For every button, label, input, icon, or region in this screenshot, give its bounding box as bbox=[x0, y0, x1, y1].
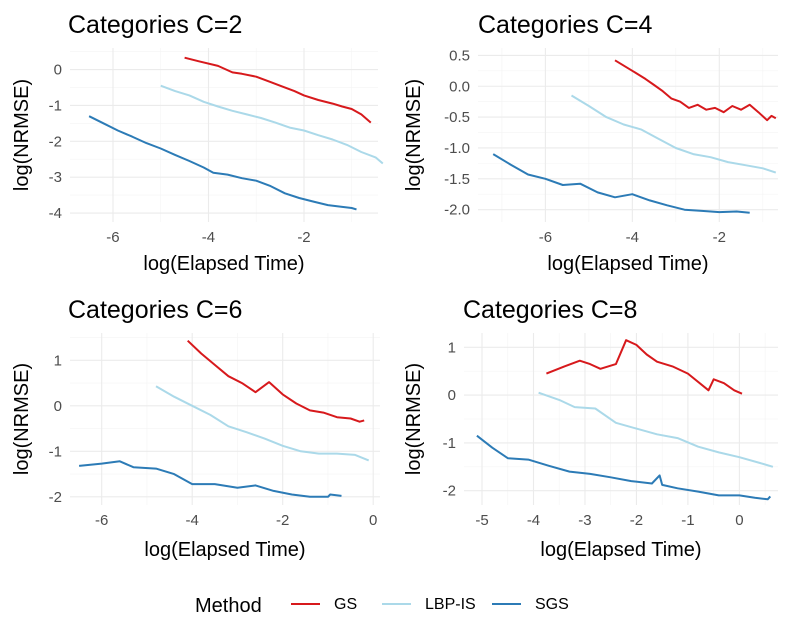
panel-3-ytick-label: 1 bbox=[54, 352, 62, 369]
panel-4-ytick-label: 1 bbox=[448, 339, 456, 356]
panel-2-ylabel: log(NRMSE) bbox=[403, 79, 425, 191]
panel-3-ytick-label: -2 bbox=[49, 489, 62, 506]
panel-4-xlabel: log(Elapsed Time) bbox=[540, 539, 701, 561]
panel-4-series-sgs bbox=[476, 434, 772, 501]
panel-3-xlabel: log(Elapsed Time) bbox=[144, 539, 305, 561]
panel-2-xtick-label: -6 bbox=[539, 229, 552, 246]
panel-2-ytick-label: -2.0 bbox=[444, 202, 470, 219]
panel-2-ytick-label: -1.0 bbox=[444, 140, 470, 157]
panel-1-xtick-label: -6 bbox=[106, 229, 119, 246]
panel-2-xlabel: log(Elapsed Time) bbox=[547, 253, 708, 275]
panel-4-ytick-label: -2 bbox=[443, 483, 456, 500]
legend-label-sgs: SGS bbox=[535, 596, 569, 613]
panel-3-xtick-label: -6 bbox=[95, 512, 108, 529]
legend-label-gs: GS bbox=[334, 596, 357, 613]
panel-1-title: Categories C=2 bbox=[68, 11, 242, 39]
panel-4-ytick-label: 0 bbox=[448, 387, 456, 404]
panel-2-ytick-label: 0.0 bbox=[449, 78, 470, 95]
panel-2-ytick-label: -1.5 bbox=[444, 171, 470, 188]
legend-label-lbp-is: LBP-IS bbox=[425, 596, 476, 613]
panel-3-xtick-label: -2 bbox=[276, 512, 289, 529]
legend-entry-sgs: SGS bbox=[492, 596, 569, 613]
panel-2-ytick-label: -0.5 bbox=[444, 109, 470, 126]
panel-4-series-gs bbox=[546, 339, 743, 395]
panel-1-series-gs bbox=[184, 56, 372, 124]
panel-2: -6 -4 -2 0.5 0.0 -0.5 -1.0 -1.5 -2.0 Categories C… bbox=[403, 11, 778, 275]
panel-1-ytick-label: -1 bbox=[49, 97, 62, 114]
panel-4-ylabel: log(NRMSE) bbox=[403, 363, 425, 475]
legend: Method GS LBP-IS SGS bbox=[195, 595, 569, 617]
panel-3-xtick-label: -4 bbox=[186, 512, 199, 529]
panel-3-series-sgs bbox=[78, 460, 342, 498]
panel-2-series-gs bbox=[614, 59, 777, 122]
panel-3-title: Categories C=6 bbox=[68, 296, 242, 324]
legend-title: Method bbox=[195, 595, 262, 617]
panel-4-xtick-label: -5 bbox=[475, 512, 488, 529]
panels: -6 -4 -2 0 -1 -2 -3 -4 Categories C=2 log(Elapsed… bbox=[11, 11, 778, 561]
panel-1-xtick-label: -4 bbox=[202, 229, 215, 246]
panel-2-title: Categories C=4 bbox=[478, 11, 652, 39]
panel-3-ylabel: log(NRMSE) bbox=[11, 363, 33, 475]
panel-2-xtick-label: -4 bbox=[626, 229, 639, 246]
panel-4-title: Categories C=8 bbox=[463, 296, 637, 324]
panel-1-series-lbp-is bbox=[160, 84, 384, 165]
panel-4-xtick-label: -3 bbox=[578, 512, 591, 529]
panel-1-series-sgs bbox=[88, 115, 357, 211]
panel-2-series-sgs bbox=[492, 153, 750, 214]
panel-2-ytick-label: 0.5 bbox=[449, 47, 470, 64]
panel-4-xtick-label: -1 bbox=[681, 512, 694, 529]
panel-3: -6 -4 -2 0 1 0 -1 -2 Categories C=6 log(Elapsed T… bbox=[11, 296, 380, 561]
panel-3-ytick-label: 0 bbox=[54, 398, 62, 415]
panel-1-xtick-label: -2 bbox=[297, 229, 310, 246]
panel-3-xtick-label: 0 bbox=[369, 512, 377, 529]
panel-1-ytick-label: -4 bbox=[49, 205, 62, 222]
legend-entry-gs: GS bbox=[291, 596, 357, 613]
panel-4-series-lbp-is bbox=[538, 391, 774, 468]
panel-1-ytick-label: 0 bbox=[54, 62, 62, 79]
legend-entry-lbp-is: LBP-IS bbox=[382, 596, 476, 613]
panel-3-series-lbp-is bbox=[155, 385, 370, 462]
panel-2-xtick-label: -2 bbox=[713, 229, 726, 246]
panel-1-xlabel: log(Elapsed Time) bbox=[143, 253, 304, 275]
panel-1: -6 -4 -2 0 -1 -2 -3 -4 Categories C=2 log(Elapsed… bbox=[11, 11, 384, 275]
panel-1-ytick-label: -3 bbox=[49, 169, 62, 186]
panel-1-ylabel: log(NRMSE) bbox=[11, 79, 33, 191]
panel-2-series-lbp-is bbox=[570, 94, 777, 174]
panel-1-ytick-label: -2 bbox=[49, 133, 62, 150]
panel-4: -5 -4 -3 -2 -1 0 1 0 -1 -2 Categories C=8 log(Elaps… bbox=[403, 296, 778, 561]
panel-3-series-gs bbox=[187, 339, 365, 423]
panel-4-xtick-label: -2 bbox=[630, 512, 643, 529]
panel-4-xtick-label: -4 bbox=[527, 512, 540, 529]
panel-3-ytick-label: -1 bbox=[49, 443, 62, 460]
panel-4-xtick-label: 0 bbox=[735, 512, 743, 529]
panel-4-ytick-label: -1 bbox=[443, 435, 456, 452]
